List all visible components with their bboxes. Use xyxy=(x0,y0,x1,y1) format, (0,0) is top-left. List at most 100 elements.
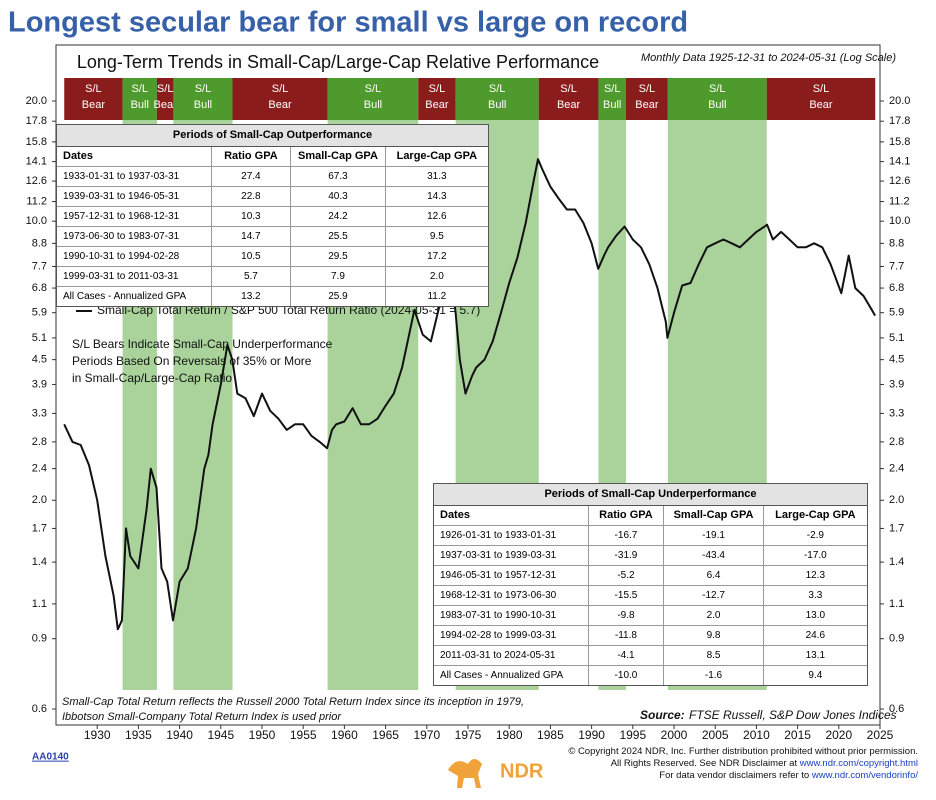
table-cell: All Cases - Annualized GPA xyxy=(440,670,564,681)
regime-label: Bull xyxy=(603,99,621,111)
column-header: Ratio GPA xyxy=(587,506,664,525)
y-tick-label: 5.9 xyxy=(889,307,904,319)
y-tick-label: 11.2 xyxy=(26,195,47,207)
y-tick-label: 2.4 xyxy=(32,463,47,475)
table-cell: 27.4 xyxy=(210,167,291,186)
y-tick-label: 17.8 xyxy=(889,115,910,127)
regime-label: Bull xyxy=(364,99,382,111)
table-cell: -2.9 xyxy=(762,526,867,545)
footnote: Small-Cap Total Return reflects the Russ… xyxy=(62,696,524,708)
regime-label: Bull xyxy=(488,99,506,111)
table-row: All Cases - Annualized GPA 13.2 25.9 11.2 xyxy=(57,287,488,306)
regime-band xyxy=(538,78,599,120)
y-tick-label: 5.9 xyxy=(32,307,47,319)
x-tick-label: 2010 xyxy=(743,728,770,742)
regime-label: S/L xyxy=(709,83,726,95)
y-tick-label: 0.6 xyxy=(32,703,47,715)
y-tick-label: 2.8 xyxy=(889,436,904,448)
table-cell: 3.3 xyxy=(762,586,867,605)
table-cell: 14.7 xyxy=(210,227,291,246)
y-tick-label: 15.8 xyxy=(26,136,47,148)
table-cell: 1946-05-31 to 1957-12-31 xyxy=(440,570,557,581)
table-title: Periods of Small-Cap Outperformance xyxy=(57,125,488,147)
table-cell: 1990-10-31 to 1994-02-28 xyxy=(63,251,180,262)
regime-label: Bear xyxy=(82,99,106,111)
table-cell: 25.5 xyxy=(290,227,384,246)
table-cell: 12.6 xyxy=(384,207,488,226)
y-tick-label: 1.7 xyxy=(889,522,904,534)
regime-band xyxy=(232,78,328,120)
series-line xyxy=(63,158,876,631)
y-tick-label: 6.8 xyxy=(32,282,47,294)
table-cell: 24.6 xyxy=(762,626,867,645)
x-tick-label: 1985 xyxy=(537,728,564,742)
y-tick-label: 11.2 xyxy=(889,195,910,207)
table-header: Dates Ratio GPA Small-Cap GPA Large-Cap GPA xyxy=(57,147,488,167)
table-cell: 22.8 xyxy=(210,187,291,206)
table-cell: 17.2 xyxy=(384,247,488,266)
regime-band xyxy=(156,78,174,120)
regime-label: Bull xyxy=(194,99,212,111)
x-tick-label: 1950 xyxy=(249,728,276,742)
y-tick-label: 6.8 xyxy=(889,282,904,294)
regime-label: S/L xyxy=(604,83,621,95)
table-row: 1937-03-31 to 1939-03-31 -31.9 -43.4 -17.0 xyxy=(434,546,867,566)
table-cell: 5.7 xyxy=(210,267,291,286)
note: in Small-Cap/Large-Cap Ratio xyxy=(72,371,232,385)
table-cell: 2.0 xyxy=(384,267,488,286)
y-tick-label: 1.1 xyxy=(889,598,904,610)
y-tick-label: 10.0 xyxy=(889,215,910,227)
x-tick-label: 1940 xyxy=(166,728,193,742)
y-tick-label: 3.9 xyxy=(32,378,47,390)
link: www.ndr.com/copyright.html xyxy=(799,758,918,769)
regime-band xyxy=(122,78,157,120)
logo-text: NDR xyxy=(500,760,544,782)
table-cell: -17.0 xyxy=(762,546,867,565)
table-cell: -12.7 xyxy=(663,586,762,605)
y-tick-label: 1.4 xyxy=(32,556,47,568)
y-tick-label: 2.8 xyxy=(32,436,47,448)
x-tick-label: 1935 xyxy=(125,728,152,742)
x-tick-label: 1930 xyxy=(84,728,111,742)
copyright-text: © Copyright 2024 NDR, Inc. Further distr… xyxy=(568,746,918,757)
y-tick-label: 10.0 xyxy=(26,215,47,227)
table-cell: 31.3 xyxy=(384,167,488,186)
table-cell: 7.9 xyxy=(290,267,384,286)
table-cell: All Cases - Annualized GPA xyxy=(63,291,187,302)
regime-label: Bear xyxy=(425,99,449,111)
table: Periods of Small-Cap Underperformance Dat… xyxy=(433,483,868,686)
column-header: Small-Cap GPA xyxy=(663,506,762,525)
table-cell: 1968-12-31 to 1973-06-30 xyxy=(440,590,557,601)
x-tick-label: 1990 xyxy=(578,728,605,742)
regime-label: S/L xyxy=(272,83,289,95)
table-cell: 11.2 xyxy=(384,287,488,306)
table-row: 1983-07-31 to 1990-10-31 -9.8 2.0 13.0 xyxy=(434,606,867,626)
y-tick-label: 0.9 xyxy=(889,633,904,645)
table-row: 1973-06-30 to 1983-07-31 14.7 25.5 9.5 xyxy=(57,227,488,247)
table-row: 1999-03-31 to 2011-03-31 5.7 7.9 2.0 xyxy=(57,267,488,287)
regime-label: S/L xyxy=(429,83,446,95)
y-tick-label: 1.1 xyxy=(32,598,47,610)
footnote: Ibbotson Small-Company Total Return Inde… xyxy=(62,711,342,723)
y-tick-label: 7.7 xyxy=(32,260,47,272)
column-header: Large-Cap GPA xyxy=(762,506,867,525)
table-title: Periods of Small-Cap Underperformance xyxy=(434,484,867,506)
table-cell: 9.4 xyxy=(762,666,867,685)
x-tick-label: 1945 xyxy=(207,728,234,742)
table-cell: 40.3 xyxy=(290,187,384,206)
y-tick-label: 2.4 xyxy=(889,463,904,475)
y-tick-label: 14.1 xyxy=(26,156,47,168)
x-tick-label: 1960 xyxy=(331,728,358,742)
y-tick-label: 8.8 xyxy=(889,237,904,249)
table-cell: 10.5 xyxy=(210,247,291,266)
column-header: Ratio GPA xyxy=(210,147,291,166)
copyright-text: For data vendor disclaimers refer to xyxy=(659,770,812,781)
table-cell: 12.3 xyxy=(762,566,867,585)
regime-band xyxy=(327,78,419,120)
y-tick-label: 7.7 xyxy=(889,260,904,272)
table-cell: -10.0 xyxy=(587,666,664,685)
y-tick-label: 2.0 xyxy=(889,494,904,506)
regime-label: Bull xyxy=(708,99,726,111)
table-row: 1933-01-31 to 1937-03-31 27.4 67.3 31.3 xyxy=(57,167,488,187)
chart-subtitle: Monthly Data 1925-12-31 to 2024-05-31 (L… xyxy=(641,52,896,64)
